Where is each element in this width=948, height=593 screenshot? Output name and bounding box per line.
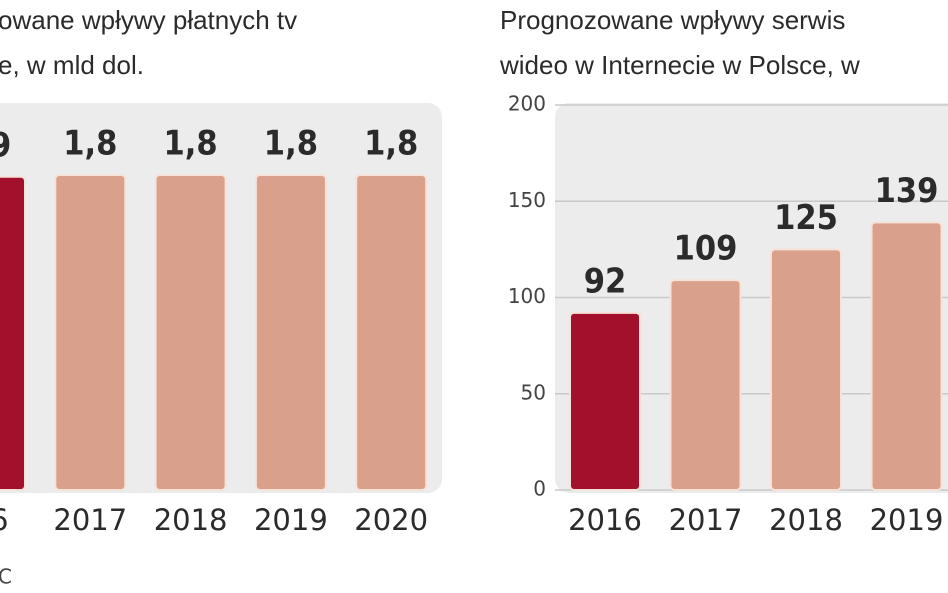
x-tick-label: 2019 (870, 503, 944, 537)
y-tick-label: 50 (521, 380, 546, 404)
value-label: 109 (674, 229, 738, 269)
bar (355, 174, 428, 491)
value-label: 79 (0, 125, 11, 165)
x-tick-label: 2017 (53, 503, 127, 537)
x-tick-label: 16 (0, 503, 8, 537)
bar (0, 175, 26, 491)
bar (870, 221, 943, 492)
bar (54, 174, 127, 491)
chart-title: Prognozowane wpływy serwis (500, 5, 845, 35)
chart-title: owane wpływy płatnych tv (0, 5, 297, 35)
value-label: 1,8 (264, 124, 318, 164)
chart-title: e, w mld dol. (0, 50, 144, 80)
x-tick-label: 2017 (669, 503, 743, 537)
y-tick-label: 0 (533, 477, 546, 501)
bar (770, 248, 842, 491)
source: C (0, 565, 12, 589)
y-tick-label: 200 (508, 92, 546, 116)
value-label: 1,8 (164, 124, 218, 164)
bar (254, 174, 327, 491)
x-tick-label: 2018 (769, 503, 843, 537)
value-label: 1,8 (63, 124, 117, 164)
chart-title: wideo w Internecie w Polsce, w (499, 50, 860, 80)
x-tick-label: 2020 (354, 503, 428, 537)
bar (569, 311, 641, 491)
value-label: 92 (584, 261, 627, 301)
bar (669, 279, 742, 491)
y-tick-label: 100 (508, 284, 546, 308)
x-tick-label: 2018 (154, 503, 228, 537)
value-label: 125 (774, 198, 838, 238)
x-tick-label: 2019 (254, 503, 328, 537)
y-tick-label: 150 (508, 188, 546, 212)
value-label: 139 (875, 171, 939, 211)
x-tick-label: 2016 (568, 503, 642, 537)
value-label: 1,8 (364, 124, 418, 164)
bar (154, 174, 227, 491)
